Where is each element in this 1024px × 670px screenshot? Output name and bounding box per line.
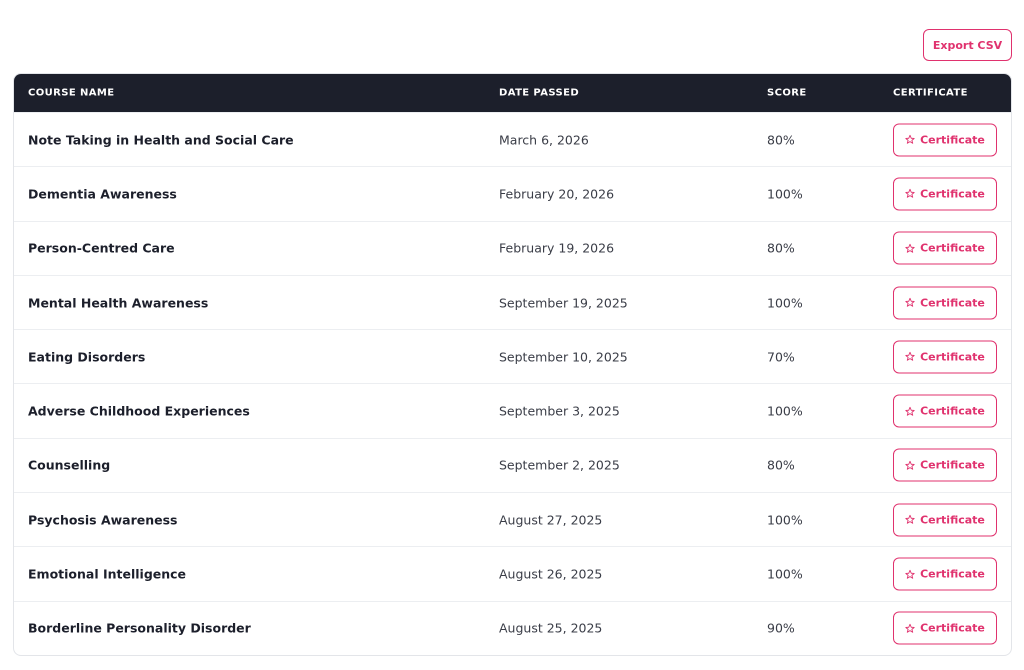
certificate-label: Certificate xyxy=(920,458,985,472)
certificate-button[interactable]: Certificate xyxy=(893,177,997,211)
star-icon xyxy=(905,460,915,470)
certificate-label: Certificate xyxy=(920,404,985,418)
star-icon xyxy=(905,623,915,633)
export-csv-button[interactable]: Export CSV xyxy=(923,29,1012,61)
table-row: Adverse Childhood Experiences September 3… xyxy=(14,383,1011,437)
course-name: Note Taking in Health and Social Care xyxy=(28,132,294,148)
star-icon xyxy=(905,352,915,362)
certificate-label: Certificate xyxy=(920,296,985,310)
column-header: SCORE xyxy=(767,87,807,99)
date-passed: March 6, 2026 xyxy=(499,132,589,148)
star-icon xyxy=(905,243,915,253)
date-passed: August 25, 2025 xyxy=(499,620,603,636)
score: 70% xyxy=(767,349,795,365)
certificate-button[interactable]: Certificate xyxy=(893,448,997,482)
column-header: COURSE NAME xyxy=(28,87,115,99)
star-icon xyxy=(905,569,915,579)
certificate-cell: Certificate xyxy=(893,340,997,374)
star-shape xyxy=(905,406,915,416)
certificate-button[interactable]: Certificate xyxy=(893,231,997,265)
star-icon xyxy=(905,297,915,307)
certificate-cell: Certificate xyxy=(893,448,997,482)
star-shape xyxy=(905,352,915,362)
certificate-button[interactable]: Certificate xyxy=(893,503,997,537)
certificate-label: Certificate xyxy=(920,513,985,527)
star-shape xyxy=(905,135,915,144)
course-name: Psychosis Awareness xyxy=(28,512,178,528)
score: 100% xyxy=(767,186,803,202)
certificate-label: Certificate xyxy=(920,241,985,255)
certificate-cell: Certificate xyxy=(893,177,997,211)
score: 80% xyxy=(767,132,795,148)
score: 100% xyxy=(767,566,803,582)
certificate-label: Certificate xyxy=(920,350,985,364)
courses-table: COURSE NAME DATE PASSED SCORE CERTIFICATE N… xyxy=(13,73,1012,656)
certificate-cell: Certificate xyxy=(893,394,997,428)
star-shape xyxy=(905,297,915,307)
table-row: Mental Health Awareness September 19, 202… xyxy=(14,274,1011,329)
certificate-label: Certificate xyxy=(920,133,985,147)
course-name: Person-Centred Care xyxy=(28,240,175,256)
certificate-cell: Certificate xyxy=(893,611,997,645)
star-icon xyxy=(905,189,915,199)
certificate-label: Certificate xyxy=(920,621,985,635)
table-row: Psychosis Awareness August 27, 2025 100% Ce… xyxy=(14,492,1011,546)
score: 80% xyxy=(767,457,795,473)
certificate-cell: Certificate xyxy=(893,557,997,591)
table-row: Counselling September 2, 2025 80% Certifica… xyxy=(14,437,1011,492)
date-passed: September 2, 2025 xyxy=(499,457,620,473)
table-row: Borderline Personality Disorder August 25… xyxy=(14,600,1011,655)
score: 100% xyxy=(767,403,803,419)
date-passed: September 3, 2025 xyxy=(499,403,620,419)
star-shape xyxy=(905,189,915,199)
certificate-button[interactable]: Certificate xyxy=(893,340,997,374)
column-header: CERTIFICATE xyxy=(893,87,968,99)
certificate-button[interactable]: Certificate xyxy=(893,286,997,320)
certificate-button[interactable]: Certificate xyxy=(893,557,997,591)
certificate-button[interactable]: Certificate xyxy=(893,394,997,428)
certificate-button[interactable]: Certificate xyxy=(893,611,997,645)
table-row: Person-Centred Care February 19, 2026 80% C… xyxy=(14,220,1011,275)
table-row: Dementia Awareness February 20, 2026 100% C… xyxy=(14,166,1011,220)
course-name: Eating Disorders xyxy=(28,349,146,365)
date-passed: August 26, 2025 xyxy=(499,566,603,582)
certificate-cell: Certificate xyxy=(893,286,997,320)
star-icon xyxy=(905,515,915,524)
certificate-button[interactable]: Certificate xyxy=(893,123,997,157)
star-shape xyxy=(905,515,915,524)
star-icon xyxy=(905,135,915,144)
table-row: Eating Disorders September 10, 2025 70% Cer… xyxy=(14,329,1011,383)
score: 100% xyxy=(767,295,803,311)
star-shape xyxy=(905,569,915,579)
star-shape xyxy=(905,623,915,633)
course-name: Adverse Childhood Experiences xyxy=(28,403,250,419)
table-header: COURSE NAME DATE PASSED SCORE CERTIFICATE xyxy=(14,74,1011,112)
table-row: Emotional Intelligence August 26, 2025 100… xyxy=(14,546,1011,600)
date-passed: August 27, 2025 xyxy=(499,512,603,528)
course-name: Dementia Awareness xyxy=(28,186,177,202)
date-passed: September 19, 2025 xyxy=(499,295,628,311)
course-name: Mental Health Awareness xyxy=(28,295,209,311)
date-passed: February 20, 2026 xyxy=(499,186,615,202)
score: 100% xyxy=(767,512,803,528)
date-passed: February 19, 2026 xyxy=(499,240,615,256)
course-name: Counselling xyxy=(28,457,111,473)
score: 90% xyxy=(767,620,795,636)
score: 80% xyxy=(767,240,795,256)
certificate-label: Certificate xyxy=(920,567,985,581)
certificate-label: Certificate xyxy=(920,187,985,201)
certificate-cell: Certificate xyxy=(893,231,997,265)
course-name: Emotional Intelligence xyxy=(28,566,187,582)
course-name: Borderline Personality Disorder xyxy=(28,620,251,636)
certificate-cell: Certificate xyxy=(893,123,997,157)
column-header: DATE PASSED xyxy=(499,87,580,99)
star-shape xyxy=(905,243,915,253)
certificate-cell: Certificate xyxy=(893,503,997,537)
star-icon xyxy=(905,406,915,416)
date-passed: September 10, 2025 xyxy=(499,349,628,365)
table-row: Note Taking in Health and Social Care Mar… xyxy=(14,112,1011,166)
star-shape xyxy=(905,460,915,470)
